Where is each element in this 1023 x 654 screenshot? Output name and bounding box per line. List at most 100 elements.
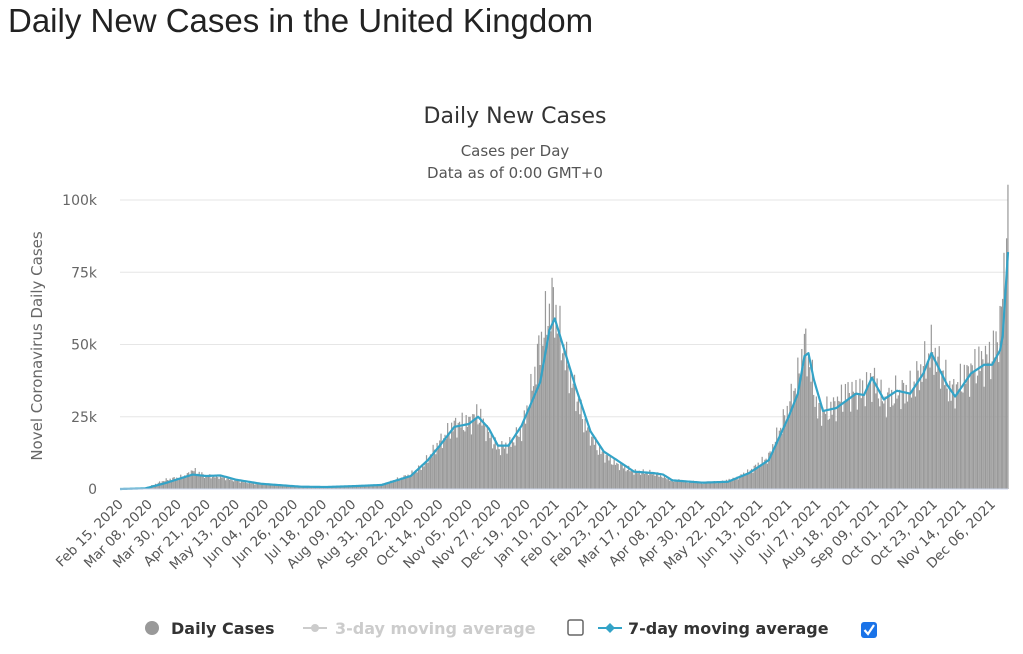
daily-cases-bar (224, 476, 225, 489)
daily-cases-bar (525, 424, 526, 489)
daily-cases-bar (748, 472, 749, 489)
daily-cases-bar (450, 439, 451, 489)
daily-cases-bar (951, 401, 952, 489)
daily-cases-bar (238, 480, 239, 489)
daily-cases-bar (694, 483, 695, 489)
daily-cases-bar (632, 471, 633, 489)
daily-cases-bar (858, 394, 859, 489)
daily-cases-bar (656, 473, 657, 489)
daily-cases-bar (466, 415, 467, 489)
daily-cases-bar (479, 423, 480, 489)
daily-cases-bar (170, 479, 171, 489)
legend-7-day-average[interactable]: 7-day moving average (598, 619, 829, 638)
daily-cases-bar (937, 357, 938, 489)
daily-cases-bar (430, 454, 431, 489)
daily-cases-bar (588, 426, 589, 489)
daily-cases-bar (912, 389, 913, 489)
y-tick-label: 0 (88, 482, 97, 498)
daily-cases-bar (433, 445, 434, 489)
daily-cases-bar (204, 478, 205, 489)
daily-cases-bar (911, 398, 912, 489)
daily-cases-bar (833, 397, 834, 489)
legend-daily-cases[interactable]: Daily Cases (145, 619, 274, 638)
daily-cases-bar (180, 475, 181, 489)
daily-cases-bar (236, 481, 237, 489)
daily-cases-bar (251, 483, 252, 489)
line-diamond-icon (605, 623, 615, 633)
daily-cases-bar (771, 454, 772, 489)
daily-cases-bar (468, 417, 469, 489)
daily-cases-bar (746, 475, 747, 489)
daily-cases-bar (529, 408, 530, 489)
daily-cases-bar (713, 483, 714, 489)
daily-cases-bar (962, 393, 963, 489)
daily-cases-bar (483, 419, 484, 489)
daily-cases-bar (246, 483, 247, 489)
daily-cases-bar (220, 475, 221, 489)
legend-label-daily-cases: Daily Cases (171, 619, 274, 638)
daily-cases-bar (666, 479, 667, 489)
checkbox-7-day-average[interactable] (861, 622, 877, 638)
daily-cases-bar (887, 392, 888, 489)
daily-cases-bar (421, 470, 422, 489)
daily-cases-bar (442, 448, 443, 489)
daily-cases-bar (488, 432, 489, 489)
daily-cases-bar (972, 365, 973, 489)
daily-cases-bar (444, 435, 445, 489)
daily-cases-bar (652, 474, 653, 489)
daily-cases-bar (245, 481, 246, 489)
daily-cases-bar (838, 401, 839, 489)
daily-cases-bar (816, 396, 817, 489)
daily-cases-bar (648, 475, 649, 489)
daily-cases-bar (569, 393, 570, 489)
daily-cases-bar (717, 483, 718, 489)
daily-cases-bar (596, 450, 597, 489)
daily-cases-bar (763, 463, 764, 489)
legend-3-day-average[interactable]: 3-day moving average (303, 619, 536, 638)
daily-cases-bar (952, 384, 953, 489)
y-tick-label: 25k (71, 410, 98, 426)
daily-cases-bar (651, 473, 652, 489)
daily-cases-bar (505, 443, 506, 489)
daily-cases-bar (904, 403, 905, 489)
daily-cases-bar (653, 472, 654, 489)
daily-cases-bar (487, 425, 488, 489)
line-circle-icon (311, 624, 319, 632)
daily-cases-bar (248, 483, 249, 489)
daily-cases-bar (738, 479, 739, 489)
daily-cases-bar (986, 354, 987, 489)
daily-cases-bar (174, 477, 175, 489)
daily-cases-bar (262, 484, 263, 489)
daily-cases-bar (163, 481, 164, 489)
daily-cases-bar (485, 441, 486, 489)
daily-cases-bar (980, 371, 981, 489)
daily-cases-bar (968, 366, 969, 489)
daily-cases-bar (940, 389, 941, 489)
daily-cases-bar (818, 403, 819, 489)
checkbox-3-day-average[interactable] (568, 620, 583, 635)
daily-cases-bar (530, 374, 531, 489)
daily-cases-bar (921, 382, 922, 489)
daily-cases-bar (805, 329, 806, 489)
daily-cases-bar (976, 383, 977, 489)
daily-cases-bar (191, 470, 192, 489)
daily-cases-bar (512, 438, 513, 489)
daily-cases-bar (879, 406, 880, 489)
daily-cases-bar (936, 372, 937, 489)
daily-cases-bar (532, 391, 533, 489)
daily-cases-bar (919, 390, 920, 489)
daily-cases-bar (489, 438, 490, 489)
daily-cases-bar (563, 345, 564, 489)
daily-cases-bar (584, 419, 585, 489)
daily-cases-bar (610, 456, 611, 489)
y-tick-label: 50k (71, 338, 98, 354)
daily-cases-bar (522, 422, 523, 489)
daily-cases-bar (598, 455, 599, 489)
daily-cases-bar (237, 481, 238, 489)
daily-cases-bar (813, 395, 814, 489)
daily-cases-bar (991, 361, 992, 489)
daily-cases-bar (583, 432, 584, 489)
daily-cases-bar (627, 470, 628, 489)
daily-cases-bar (561, 360, 562, 489)
